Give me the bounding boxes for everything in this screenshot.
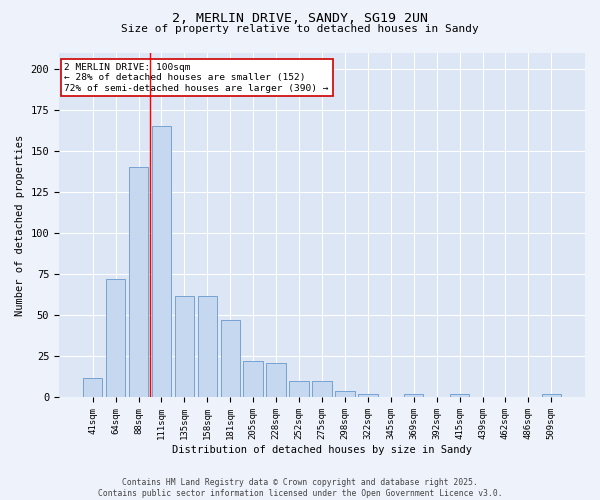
Bar	[175, 296, 194, 398]
Text: Size of property relative to detached houses in Sandy: Size of property relative to detached ho…	[121, 24, 479, 34]
Text: 2, MERLIN DRIVE, SANDY, SG19 2UN: 2, MERLIN DRIVE, SANDY, SG19 2UN	[172, 12, 428, 26]
Bar	[129, 168, 148, 398]
Bar	[404, 394, 424, 398]
Text: 2 MERLIN DRIVE: 100sqm
← 28% of detached houses are smaller (152)
72% of semi-de: 2 MERLIN DRIVE: 100sqm ← 28% of detached…	[64, 63, 329, 92]
Bar	[542, 394, 561, 398]
Bar	[312, 381, 332, 398]
Bar	[152, 126, 171, 398]
Y-axis label: Number of detached properties: Number of detached properties	[15, 134, 25, 316]
Text: Contains HM Land Registry data © Crown copyright and database right 2025.
Contai: Contains HM Land Registry data © Crown c…	[98, 478, 502, 498]
Bar	[450, 394, 469, 398]
Bar	[335, 391, 355, 398]
Bar	[266, 363, 286, 398]
X-axis label: Distribution of detached houses by size in Sandy: Distribution of detached houses by size …	[172, 445, 472, 455]
Bar	[197, 296, 217, 398]
Bar	[221, 320, 240, 398]
Bar	[289, 381, 309, 398]
Bar	[244, 362, 263, 398]
Bar	[358, 394, 377, 398]
Bar	[83, 378, 103, 398]
Bar	[106, 279, 125, 398]
